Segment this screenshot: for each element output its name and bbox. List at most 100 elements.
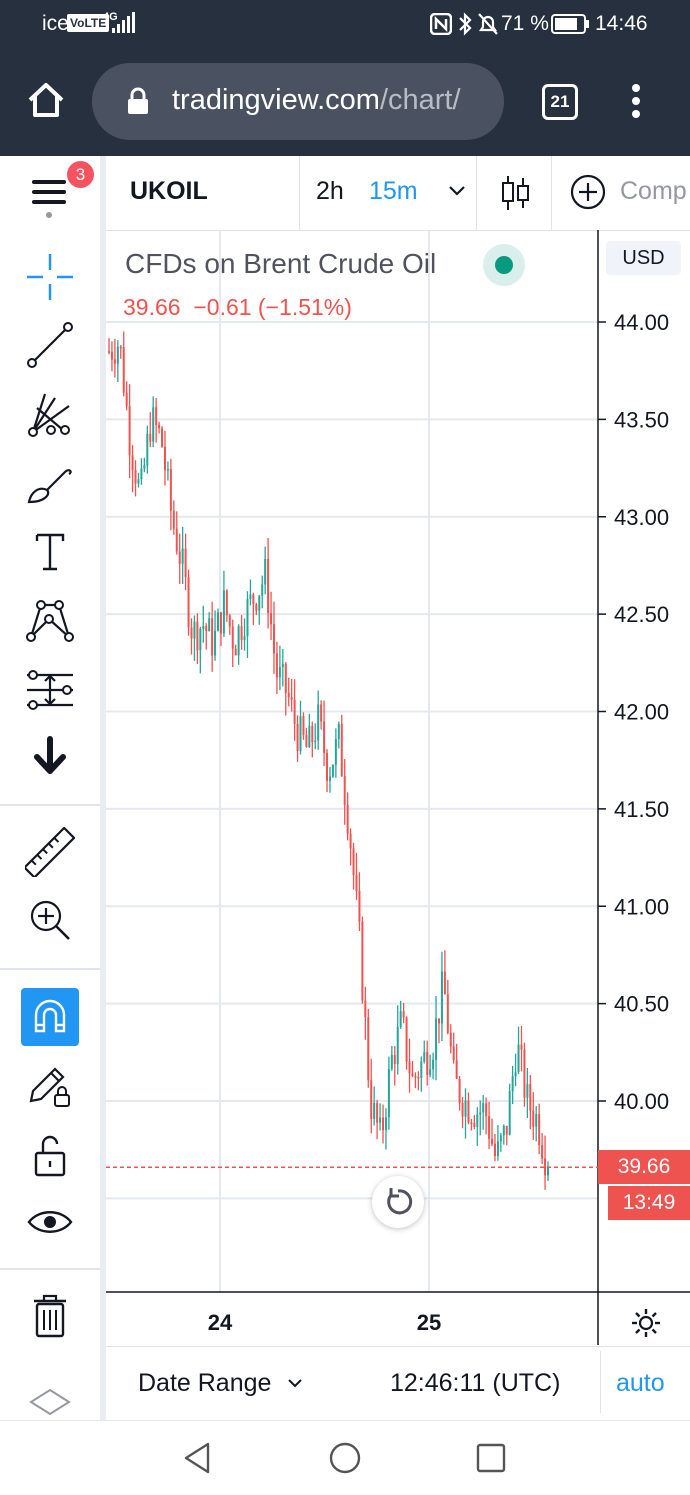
more-tools-button[interactable] [20, 728, 80, 788]
candle-body [535, 1114, 538, 1127]
crosshair-tool[interactable] [20, 247, 80, 307]
candle-body [488, 1116, 491, 1139]
zoom-tool[interactable] [20, 890, 80, 950]
candles-icon[interactable] [499, 174, 533, 214]
candle-body [420, 1061, 423, 1079]
signal-icon [112, 12, 135, 33]
candle-body [337, 723, 340, 739]
y-tick-label: 41.50 [614, 797, 669, 822]
object-tree-button[interactable] [20, 1370, 80, 1430]
battery-percent: 71 % [501, 12, 549, 35]
candle-body [175, 528, 178, 552]
eye-icon [27, 1211, 73, 1233]
candle-body [143, 465, 146, 469]
candle-body [305, 735, 308, 748]
candle-body [284, 663, 287, 693]
candle-body [228, 615, 231, 627]
candle-body [485, 1103, 488, 1117]
symbol-search-button[interactable]: UKOIL [130, 177, 208, 205]
market-status-indicator[interactable] [483, 244, 525, 286]
main-menu-button[interactable] [22, 170, 78, 226]
candle-body [476, 1114, 479, 1127]
fib-tool[interactable] [20, 385, 80, 445]
back-icon[interactable] [182, 1441, 212, 1475]
candle-body [429, 1069, 432, 1075]
candle-body [423, 1052, 426, 1062]
currency-label[interactable]: USD [606, 241, 681, 275]
price-chart[interactable]: 44.00 43.50 43.00 42.50 42.00 41.50 41.00 40.50… [106, 230, 690, 1345]
recents-icon[interactable] [476, 1443, 506, 1473]
candle-body [222, 590, 225, 634]
remove-drawings-button[interactable] [20, 1286, 80, 1346]
hide-drawings-button[interactable] [20, 1192, 80, 1252]
candle-body [255, 604, 258, 611]
auto-scale-button[interactable]: auto [616, 1369, 665, 1397]
chevron-down-icon[interactable] [447, 184, 467, 198]
utc-clock[interactable]: 12:46:11 (UTC) [390, 1369, 561, 1397]
home-icon[interactable] [26, 80, 66, 120]
candle-body [458, 1078, 461, 1104]
candle-body [278, 667, 281, 678]
overflow-menu-icon[interactable] [626, 82, 646, 122]
address-bar[interactable]: tradingview.com/chart/ [92, 63, 504, 140]
magnet-mode-button[interactable] [21, 988, 79, 1046]
candle-body [211, 618, 214, 656]
candle-body [405, 1017, 408, 1062]
candle-body [296, 723, 299, 751]
magnet-icon [34, 999, 66, 1033]
candle-body [452, 1046, 455, 1061]
compare-add-icon[interactable] [569, 173, 607, 211]
candle-body [217, 612, 220, 631]
candle-body [267, 558, 270, 614]
candle-body [163, 446, 166, 471]
candle-body [128, 406, 131, 456]
candle-body [517, 1044, 520, 1073]
candle-body [146, 433, 149, 466]
candle-body [169, 469, 172, 511]
candle-body [302, 716, 305, 736]
brush-tool[interactable] [20, 455, 80, 515]
date-range-button[interactable]: Date Range [138, 1369, 272, 1397]
brush-icon [27, 469, 72, 504]
candle-body [326, 752, 329, 781]
trend-line-tool[interactable] [20, 315, 80, 375]
pattern-tool[interactable] [20, 590, 80, 650]
candle-body [249, 594, 252, 600]
candle-body [240, 626, 243, 641]
prediction-tool[interactable] [20, 660, 80, 720]
candle-body [446, 994, 449, 1033]
candle-body [258, 595, 261, 611]
ruler-tool[interactable] [20, 822, 80, 882]
status-bar: ice VoLTE 4G 71 % 14:46 [0, 0, 690, 50]
candle-body [499, 1135, 502, 1142]
chevron-down-icon[interactable] [286, 1377, 304, 1391]
interval-2h[interactable]: 2h [316, 177, 344, 205]
candle-body [246, 599, 249, 637]
tab-switcher-button[interactable]: 21 [542, 84, 578, 120]
pattern-icon [26, 600, 74, 642]
candle-body [140, 468, 143, 480]
interval-15m[interactable]: 15m [369, 177, 418, 205]
notification-badge: 3 [67, 161, 94, 188]
text-tool[interactable] [20, 522, 80, 582]
candle-body [323, 721, 326, 753]
candle-body [482, 1103, 485, 1113]
candle-body [119, 346, 122, 349]
chart-pane[interactable]: 44.00 43.50 43.00 42.50 42.00 41.50 41.00 40.50… [106, 230, 690, 1345]
trash-icon [34, 1294, 66, 1338]
text-icon [35, 533, 65, 571]
candle-body [538, 1114, 541, 1146]
lock-drawings-button[interactable] [20, 1056, 80, 1116]
chart-settings-icon[interactable] [631, 1308, 661, 1338]
candle-body [125, 392, 128, 407]
carrier-label: ice [42, 12, 69, 35]
compare-button[interactable]: Comp [620, 177, 687, 205]
lock-all-button[interactable] [20, 1126, 80, 1186]
candle-body [287, 692, 290, 698]
candle-body [411, 1073, 414, 1076]
layers-icon [29, 1388, 71, 1416]
candle-body [355, 874, 358, 891]
home-nav-icon[interactable] [328, 1441, 362, 1475]
reset-chart-button[interactable] [372, 1176, 424, 1228]
x-tick-label: 25 [417, 1310, 441, 1335]
